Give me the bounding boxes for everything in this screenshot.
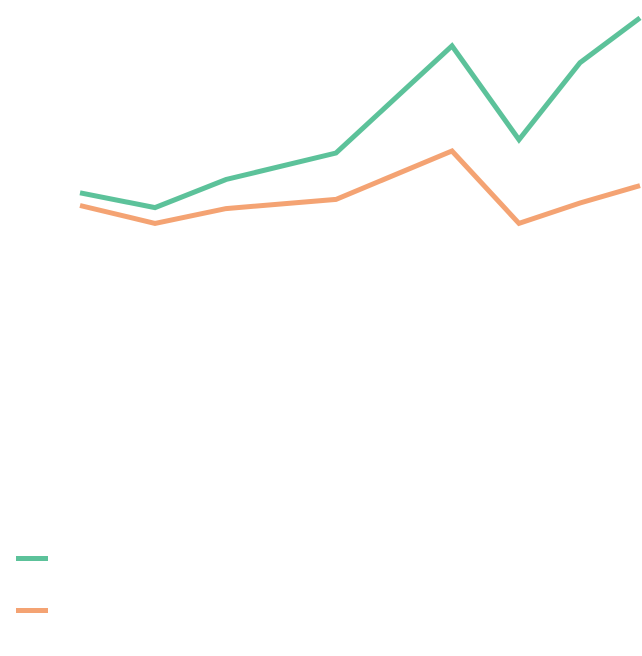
series-line-2: [79, 148, 641, 227]
legend-swatch-series-2: [16, 608, 48, 613]
legend-swatch-series-1: [16, 556, 48, 561]
series-line-1: [79, 15, 642, 211]
line-chart: [79, 15, 642, 227]
